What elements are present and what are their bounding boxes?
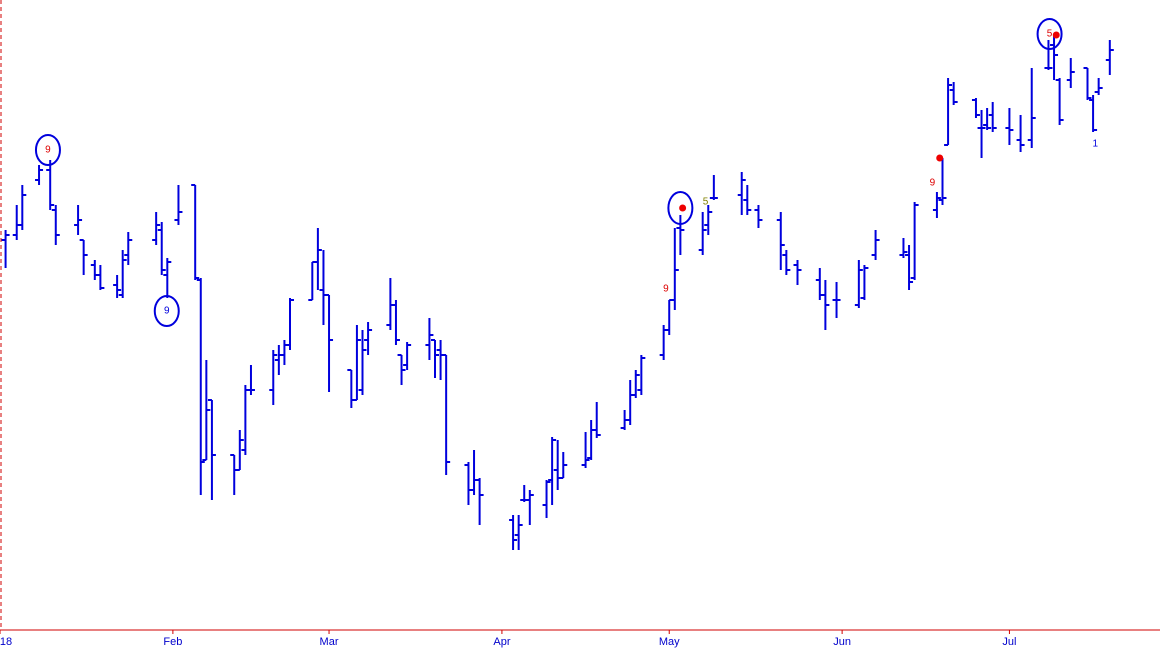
x-tick-label: Apr bbox=[493, 636, 510, 648]
x-tick-label: Mar bbox=[320, 636, 339, 648]
annotation: 9 bbox=[45, 145, 51, 156]
x-tick-label: Feb bbox=[163, 636, 182, 648]
annotation-circle bbox=[34, 134, 61, 166]
x-tick-label: May bbox=[659, 636, 680, 648]
annotation-circle bbox=[153, 295, 180, 327]
annotation-circle bbox=[1036, 18, 1063, 50]
annotation: 9 bbox=[164, 306, 170, 317]
annotation: 5 bbox=[703, 197, 709, 208]
annotation: 9 bbox=[930, 178, 936, 189]
highlight-circle bbox=[667, 191, 694, 225]
signal-dot bbox=[679, 204, 687, 212]
x-tick-label: Jul bbox=[1002, 636, 1016, 648]
x-tick-label: 18 bbox=[0, 636, 12, 648]
signal-dot bbox=[1052, 31, 1060, 39]
signal-dot bbox=[936, 154, 944, 162]
annotation: 9 bbox=[663, 284, 669, 295]
x-tick-label: Jun bbox=[833, 636, 851, 648]
annotation: 5 bbox=[1047, 29, 1053, 40]
annotation: 1 bbox=[1093, 139, 1099, 150]
